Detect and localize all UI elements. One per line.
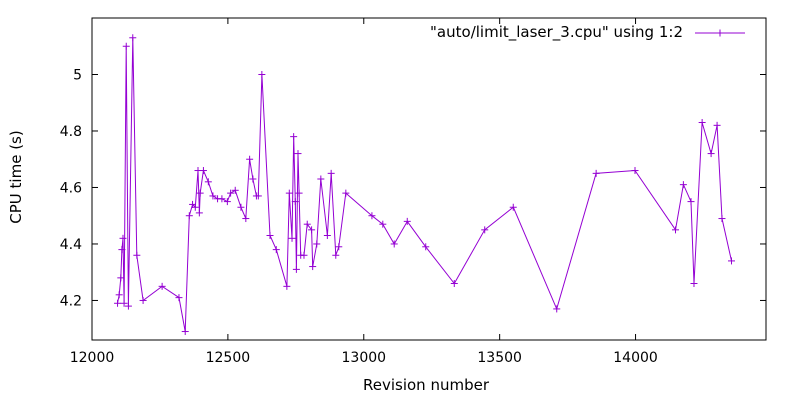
y-tick-label: 4.6 — [60, 180, 82, 196]
y-axis-title: CPU time (s) — [7, 130, 25, 223]
data-point — [129, 34, 137, 42]
y-tick-label: 4.4 — [60, 237, 82, 253]
data-point — [285, 189, 293, 197]
legend: "auto/limit_laser_3.cpu" using 1:2 — [430, 23, 745, 42]
data-point — [199, 167, 207, 175]
x-axis-title: Revision number — [363, 376, 490, 394]
data-point — [191, 203, 199, 211]
data-point — [309, 263, 317, 271]
data-point — [209, 192, 217, 200]
data-point — [185, 212, 193, 220]
data-point — [218, 195, 226, 203]
plot-border — [91, 17, 767, 341]
data-point — [292, 265, 300, 273]
data-point — [195, 209, 203, 217]
data-point — [592, 169, 600, 177]
data-point — [707, 150, 715, 158]
data-point — [227, 189, 235, 197]
data-point — [327, 169, 335, 177]
data-point — [379, 220, 387, 228]
axis-ticks — [91, 18, 766, 340]
data-point — [295, 189, 303, 197]
data-point — [122, 42, 130, 50]
data-point — [158, 282, 166, 290]
series-group — [114, 34, 735, 336]
data-point — [450, 280, 458, 288]
data-point — [342, 189, 350, 197]
data-point — [317, 175, 325, 183]
data-point — [117, 274, 125, 282]
data-point — [114, 299, 122, 307]
data-point — [300, 251, 308, 259]
data-point — [403, 217, 411, 225]
data-point — [631, 167, 639, 175]
axis-tick-labels: 12000 12500 13000 13500 14000 4.2 4.4 4.6 4.8 5 — [60, 67, 658, 366]
data-point — [332, 251, 340, 259]
data-point — [133, 251, 141, 259]
data-point — [231, 186, 239, 194]
plot-frame — [91, 17, 767, 341]
data-point — [139, 296, 147, 304]
data-point — [119, 234, 127, 242]
data-point — [713, 121, 721, 129]
data-point — [249, 175, 257, 183]
data-point — [272, 246, 280, 254]
data-point — [196, 189, 204, 197]
data-point — [237, 203, 245, 211]
series-line — [117, 37, 732, 332]
y-tick-label: 5 — [73, 67, 82, 83]
data-point — [308, 226, 316, 234]
x-tick-label: 14000 — [613, 350, 658, 366]
data-point — [223, 198, 231, 206]
data-point — [124, 302, 132, 310]
data-point — [283, 282, 291, 290]
x-tick-label: 12000 — [70, 350, 115, 366]
data-point — [553, 305, 561, 313]
data-point — [481, 226, 489, 234]
data-point — [115, 291, 123, 299]
data-point — [727, 257, 735, 265]
data-point — [698, 119, 706, 127]
data-point — [118, 246, 126, 254]
legend-marker — [716, 29, 724, 37]
data-point — [313, 240, 321, 248]
data-point — [294, 150, 302, 158]
x-tick-label: 12500 — [206, 350, 251, 366]
legend-label: "auto/limit_laser_3.cpu" using 1:2 — [430, 23, 683, 42]
data-point — [254, 192, 262, 200]
data-point — [242, 215, 250, 223]
data-point — [690, 280, 698, 288]
y-tick-label: 4.8 — [60, 124, 82, 140]
data-point — [291, 198, 299, 206]
data-point — [181, 328, 189, 336]
data-point — [335, 243, 343, 251]
y-tick-label: 4.2 — [60, 293, 82, 309]
x-tick-label: 13500 — [477, 350, 522, 366]
data-point — [687, 198, 695, 206]
data-point — [323, 231, 331, 239]
data-point — [422, 243, 430, 251]
x-tick-label: 13000 — [342, 350, 387, 366]
data-point — [175, 294, 183, 302]
data-point — [246, 155, 254, 163]
data-point — [368, 212, 376, 220]
data-point — [671, 226, 679, 234]
data-point — [204, 178, 212, 186]
data-point — [509, 203, 517, 211]
data-point — [288, 234, 296, 242]
data-point — [290, 133, 298, 141]
data-point — [390, 240, 398, 248]
data-point — [120, 299, 128, 307]
data-point — [718, 215, 726, 223]
data-point — [266, 231, 274, 239]
data-point — [258, 70, 266, 78]
data-point — [679, 181, 687, 189]
data-point — [303, 220, 311, 228]
